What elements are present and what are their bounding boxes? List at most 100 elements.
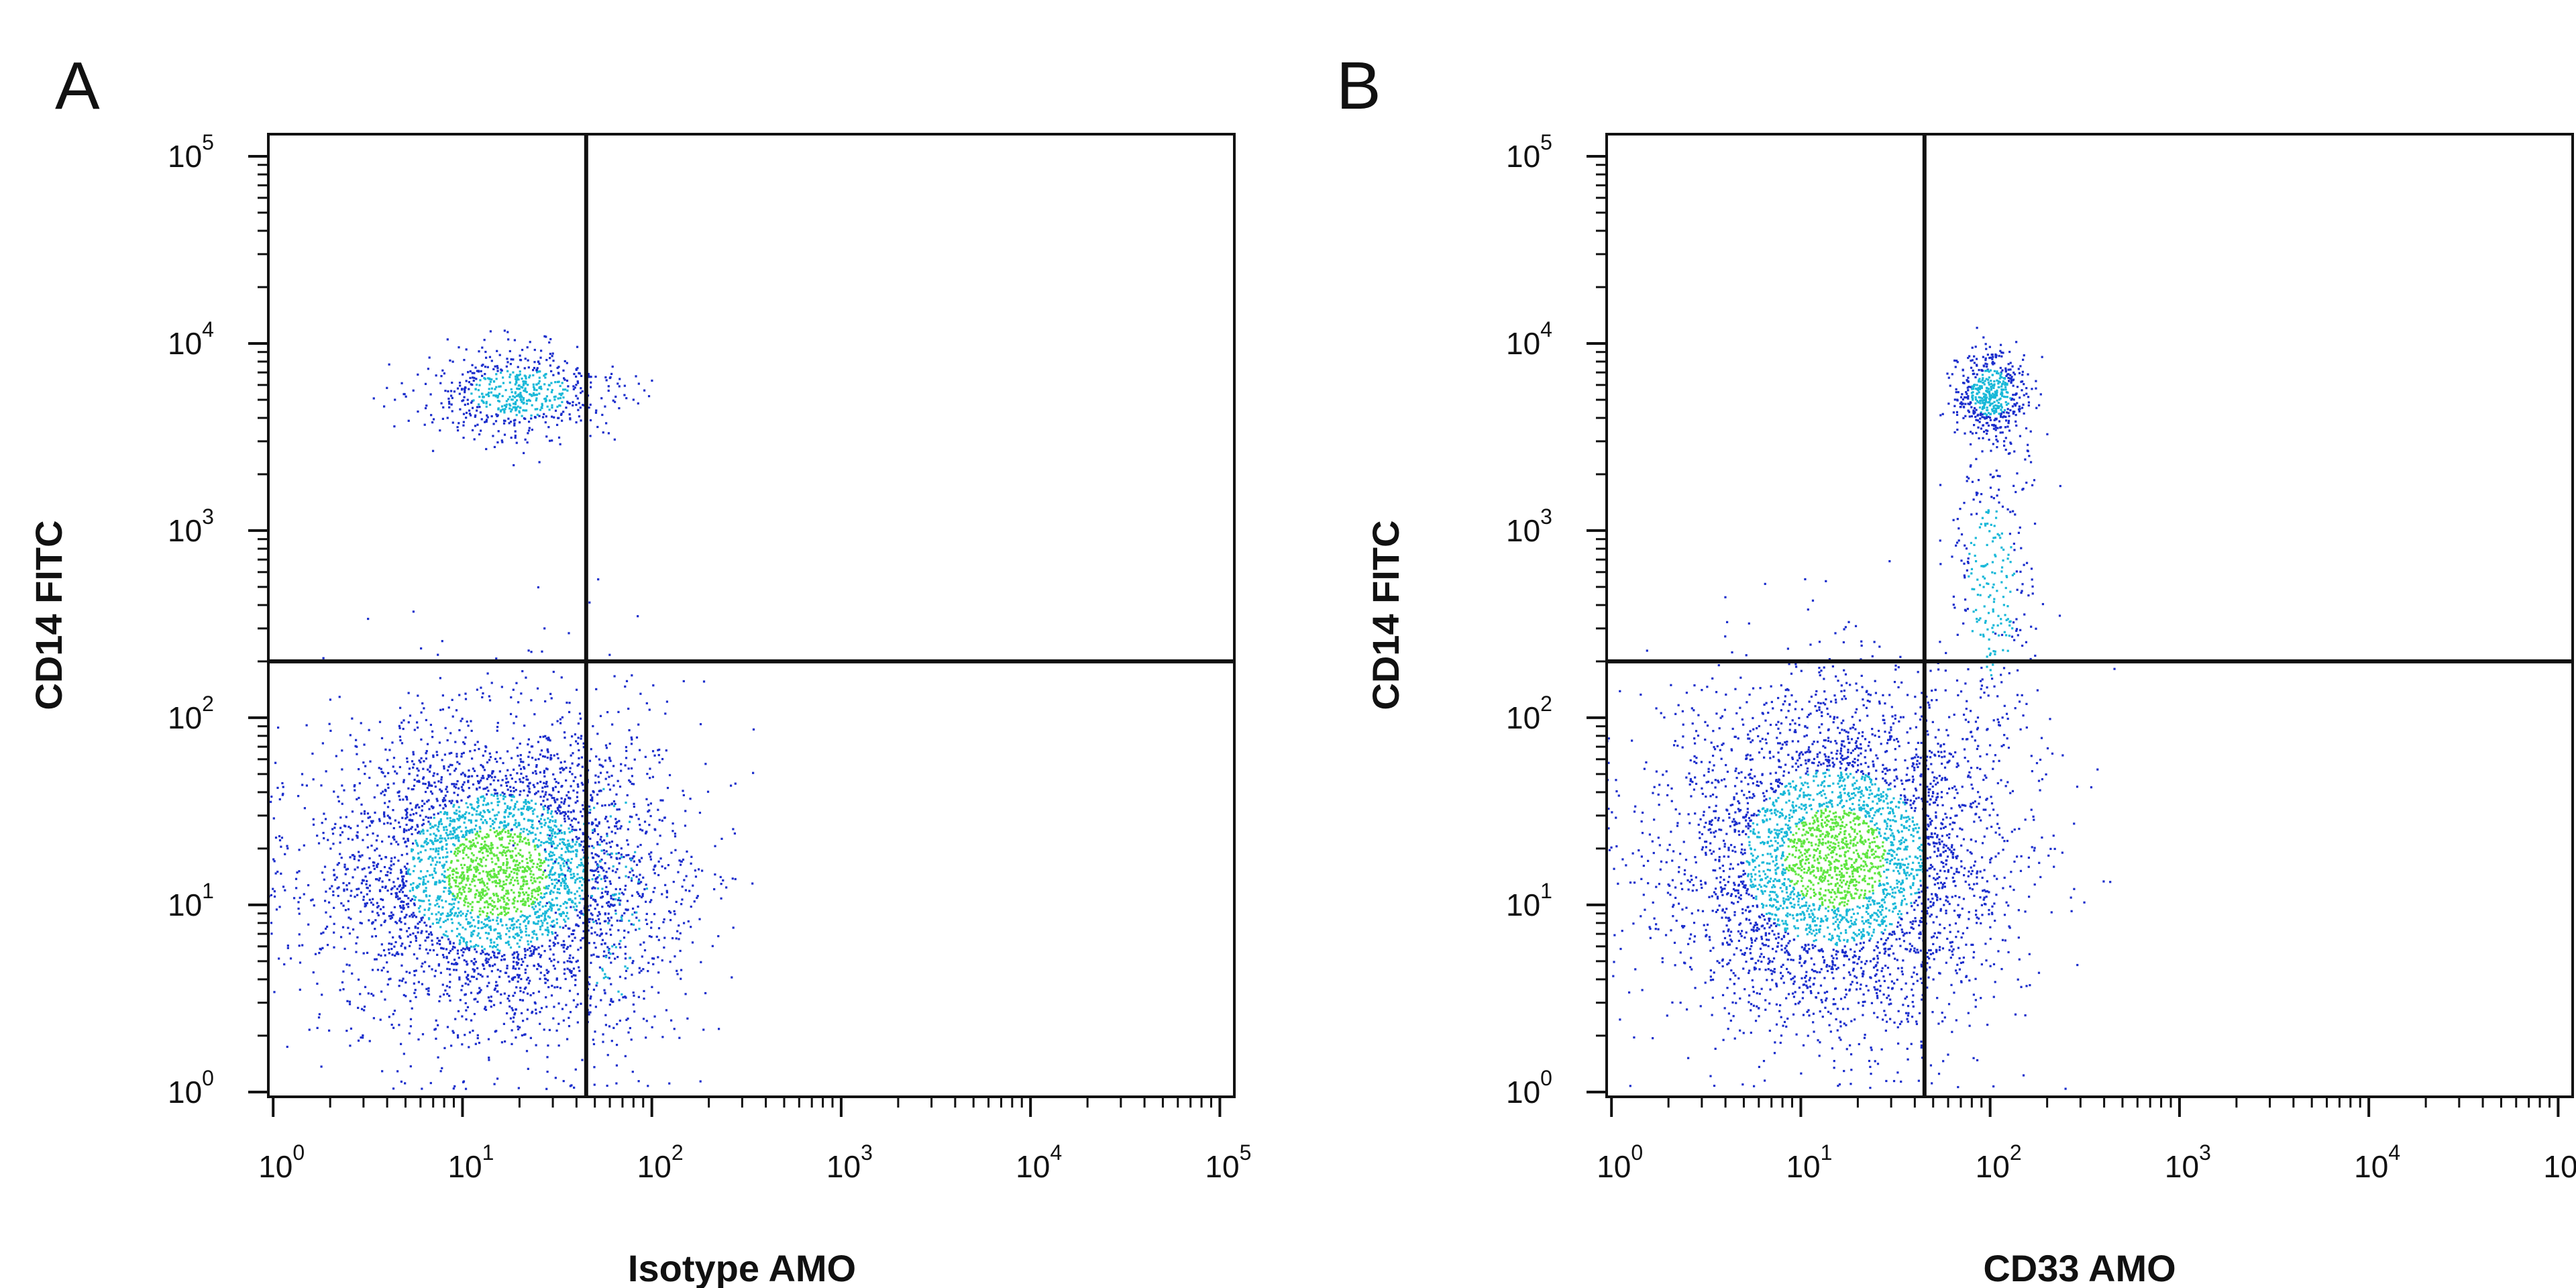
data-point xyxy=(625,865,627,868)
data-point xyxy=(479,913,482,916)
data-point xyxy=(649,777,651,780)
data-point xyxy=(442,866,445,869)
data-point xyxy=(490,876,493,879)
data-point xyxy=(401,880,404,883)
data-point xyxy=(506,361,509,364)
data-point xyxy=(486,809,489,812)
data-point xyxy=(462,413,466,415)
data-point xyxy=(383,811,386,814)
data-point xyxy=(425,752,427,755)
data-point xyxy=(626,900,629,902)
data-point xyxy=(507,907,511,910)
data-point xyxy=(398,1024,400,1026)
data-point xyxy=(574,776,577,779)
data-point xyxy=(506,967,508,970)
data-point xyxy=(588,1013,590,1016)
data-point xyxy=(536,863,539,865)
data-point xyxy=(392,826,395,830)
data-point xyxy=(456,780,459,783)
data-point xyxy=(458,422,460,425)
data-point xyxy=(580,391,582,394)
data-point xyxy=(379,890,382,892)
data-point xyxy=(453,831,456,834)
data-point xyxy=(383,405,386,408)
data-point xyxy=(464,403,466,406)
x-tick-label: 105 xyxy=(1205,1140,1251,1184)
data-point xyxy=(453,820,456,823)
data-point xyxy=(299,896,301,899)
data-point xyxy=(496,937,498,940)
data-point xyxy=(597,864,600,867)
data-point xyxy=(452,1031,455,1034)
data-point xyxy=(409,941,412,943)
data-point xyxy=(464,736,467,739)
data-point xyxy=(362,896,365,898)
data-point xyxy=(559,718,562,720)
data-point xyxy=(449,949,452,953)
data-point xyxy=(628,820,631,823)
data-point xyxy=(420,919,423,922)
data-point xyxy=(437,780,440,783)
data-point xyxy=(422,832,425,835)
data-point xyxy=(548,838,551,841)
data-point xyxy=(559,405,561,407)
data-point xyxy=(552,374,555,376)
data-point xyxy=(604,777,607,780)
data-point xyxy=(437,905,440,908)
data-point xyxy=(276,870,279,873)
data-point xyxy=(471,828,474,832)
data-point xyxy=(455,753,458,755)
data-point xyxy=(295,887,298,890)
data-point xyxy=(508,875,511,877)
data-point xyxy=(519,849,522,851)
data-point xyxy=(541,924,544,927)
data-point xyxy=(501,955,504,958)
data-point xyxy=(449,822,451,825)
data-point xyxy=(458,876,461,879)
data-point xyxy=(347,837,350,841)
data-point xyxy=(532,392,535,394)
data-point xyxy=(643,888,646,891)
data-point xyxy=(554,836,557,839)
data-point xyxy=(550,960,553,963)
data-point xyxy=(551,841,554,843)
data-point xyxy=(346,1000,349,1002)
data-point xyxy=(616,780,619,782)
data-point xyxy=(559,838,561,841)
data-point xyxy=(620,825,623,828)
data-point xyxy=(480,686,482,689)
data-point xyxy=(535,898,538,901)
data-point xyxy=(356,894,359,896)
data-point xyxy=(525,377,527,380)
data-point xyxy=(614,395,617,398)
data-point xyxy=(567,839,570,842)
data-point xyxy=(545,996,547,999)
data-point xyxy=(477,388,480,392)
data-point xyxy=(453,792,455,794)
data-point xyxy=(525,879,528,883)
data-point xyxy=(416,767,419,770)
data-point xyxy=(590,381,592,384)
data-point xyxy=(557,879,560,882)
data-point xyxy=(531,906,534,908)
data-point xyxy=(618,820,621,822)
data-point xyxy=(629,815,632,818)
data-point xyxy=(445,856,447,859)
data-point xyxy=(484,421,486,423)
data-point xyxy=(443,811,446,814)
data-point xyxy=(400,900,402,904)
data-point xyxy=(600,397,603,400)
data-point xyxy=(562,946,565,949)
data-point xyxy=(569,418,572,421)
data-point xyxy=(504,846,507,849)
data-point xyxy=(350,890,353,892)
data-point xyxy=(487,932,490,935)
data-point xyxy=(582,868,585,871)
data-point xyxy=(622,996,625,999)
data-point xyxy=(588,601,591,604)
data-point xyxy=(472,877,474,881)
data-point xyxy=(523,827,525,830)
data-point xyxy=(580,841,583,843)
data-point xyxy=(406,863,409,865)
data-point xyxy=(478,850,482,853)
